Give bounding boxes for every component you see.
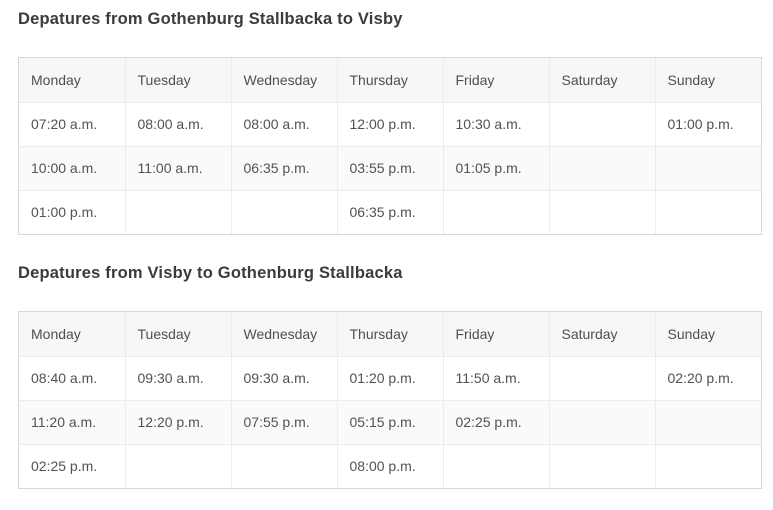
table-row: 02:25 p.m. 08:00 p.m. (19, 444, 761, 488)
departure-time-cell (655, 400, 761, 445)
departure-time-cell: 12:20 p.m. (125, 400, 232, 445)
column-header-wednesday: Wednesday (231, 312, 338, 357)
departure-time-cell: 02:20 p.m. (655, 356, 761, 401)
return-timetable: Monday Tuesday Wednesday Thursday Friday… (19, 312, 761, 488)
departure-time-cell: 10:30 a.m. (443, 102, 550, 147)
departure-time-cell (125, 190, 232, 234)
table-row: 01:00 p.m. 06:35 p.m. (19, 190, 761, 234)
departure-time-cell: 10:00 a.m. (19, 146, 126, 191)
departure-time-cell: 09:30 a.m. (125, 356, 232, 401)
departure-time-cell: 07:55 p.m. (231, 400, 338, 445)
departure-time-cell: 02:25 p.m. (19, 444, 126, 488)
header-row: Monday Tuesday Wednesday Thursday Friday… (19, 312, 761, 357)
departure-time-cell (231, 444, 338, 488)
departure-time-cell: 11:20 a.m. (19, 400, 126, 445)
column-header-monday: Monday (19, 312, 126, 357)
departure-time-cell: 08:00 a.m. (231, 102, 338, 147)
table-row: 10:00 a.m. 11:00 a.m. 06:35 p.m. 03:55 p… (19, 146, 761, 191)
section-title-return: Depatures from Visby to Gothenburg Stall… (18, 264, 403, 282)
departure-time-cell (231, 190, 338, 234)
column-header-saturday: Saturday (549, 58, 656, 103)
column-header-thursday: Thursday (337, 58, 444, 103)
departure-time-cell (443, 190, 550, 234)
column-header-tuesday: Tuesday (125, 312, 232, 357)
departure-time-cell: 03:55 p.m. (337, 146, 444, 191)
column-header-friday: Friday (443, 58, 550, 103)
departure-time-cell: 06:35 p.m. (231, 146, 338, 191)
column-header-wednesday: Wednesday (231, 58, 338, 103)
departure-time-cell: 02:25 p.m. (443, 400, 550, 445)
departure-time-cell: 01:00 p.m. (655, 102, 761, 147)
departure-time-cell: 01:00 p.m. (19, 190, 126, 234)
outbound-timetable: Monday Tuesday Wednesday Thursday Friday… (19, 58, 761, 234)
departure-time-cell: 09:30 a.m. (231, 356, 338, 401)
departures-return-section: Depatures from Visby to Gothenburg Stall… (18, 263, 762, 489)
departure-time-cell: 11:50 a.m. (443, 356, 550, 401)
departure-time-cell: 08:00 a.m. (125, 102, 232, 147)
column-header-tuesday: Tuesday (125, 58, 232, 103)
column-header-saturday: Saturday (549, 312, 656, 357)
return-timetable-frame: Monday Tuesday Wednesday Thursday Friday… (18, 311, 762, 489)
departure-time-cell: 01:20 p.m. (337, 356, 444, 401)
departure-time-cell (549, 356, 656, 401)
departure-time-cell: 05:15 p.m. (337, 400, 444, 445)
section-title-outbound: Depatures from Gothenburg Stallbacka to … (18, 10, 403, 28)
table-row: 07:20 a.m. 08:00 a.m. 08:00 a.m. 12:00 p… (19, 102, 761, 147)
departure-time-cell: 01:05 p.m. (443, 146, 550, 191)
departure-time-cell: 08:00 p.m. (337, 444, 444, 488)
column-header-sunday: Sunday (655, 312, 761, 357)
column-header-sunday: Sunday (655, 58, 761, 103)
departure-time-cell (443, 444, 550, 488)
departure-time-cell (125, 444, 232, 488)
departure-time-cell: 08:40 a.m. (19, 356, 126, 401)
departure-time-cell (655, 146, 761, 191)
column-header-monday: Monday (19, 58, 126, 103)
departures-outbound-section: Depatures from Gothenburg Stallbacka to … (18, 9, 762, 235)
departure-time-cell: 12:00 p.m. (337, 102, 444, 147)
column-header-thursday: Thursday (337, 312, 444, 357)
departure-time-cell (549, 102, 656, 147)
departure-time-cell: 06:35 p.m. (337, 190, 444, 234)
table-row: 11:20 a.m. 12:20 p.m. 07:55 p.m. 05:15 p… (19, 400, 761, 445)
departure-time-cell (655, 444, 761, 488)
header-row: Monday Tuesday Wednesday Thursday Friday… (19, 58, 761, 103)
departure-time-cell (655, 190, 761, 234)
departure-time-cell: 11:00 a.m. (125, 146, 232, 191)
departure-time-cell: 07:20 a.m. (19, 102, 126, 147)
departure-time-cell (549, 146, 656, 191)
outbound-timetable-frame: Monday Tuesday Wednesday Thursday Friday… (18, 57, 762, 235)
column-header-friday: Friday (443, 312, 550, 357)
departure-time-cell (549, 400, 656, 445)
departure-time-cell (549, 190, 656, 234)
table-row: 08:40 a.m. 09:30 a.m. 09:30 a.m. 01:20 p… (19, 356, 761, 401)
departure-time-cell (549, 444, 656, 488)
